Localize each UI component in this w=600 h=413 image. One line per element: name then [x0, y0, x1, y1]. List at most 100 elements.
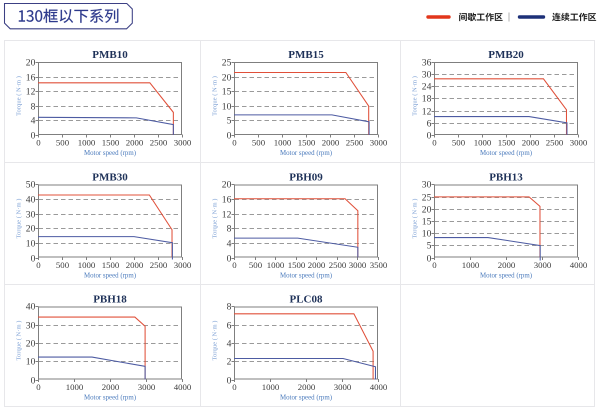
svg-text:500: 500 — [252, 137, 266, 147]
svg-text:2000: 2000 — [126, 137, 144, 147]
svg-text:1000: 1000 — [474, 137, 492, 147]
svg-text:2500: 2500 — [546, 137, 564, 147]
svg-text:Motor speed (rpm): Motor speed (rpm) — [84, 150, 136, 157]
svg-text:1500: 1500 — [298, 137, 316, 147]
svg-text:8: 8 — [31, 102, 36, 113]
svg-text:2500: 2500 — [329, 260, 347, 270]
svg-text:1000: 1000 — [78, 260, 96, 270]
svg-text:3000: 3000 — [534, 260, 552, 270]
svg-text:8: 8 — [227, 302, 232, 313]
svg-text:1500: 1500 — [498, 137, 516, 147]
svg-text:4: 4 — [227, 339, 232, 350]
svg-text:12: 12 — [26, 87, 36, 98]
svg-text:4000: 4000 — [174, 382, 192, 392]
svg-text:PMB15: PMB15 — [288, 49, 324, 61]
svg-text:18: 18 — [422, 94, 432, 105]
svg-text:Torque ( N·m ): Torque ( N·m ) — [16, 76, 23, 116]
svg-text:0: 0 — [432, 137, 437, 147]
svg-text:3000: 3000 — [138, 382, 156, 392]
svg-text:Torque ( N·m ): Torque ( N·m ) — [412, 198, 419, 238]
svg-text:1000: 1000 — [78, 137, 96, 147]
svg-text:PMB20: PMB20 — [488, 49, 524, 61]
svg-text:4: 4 — [227, 239, 232, 250]
svg-text:12: 12 — [222, 210, 232, 221]
svg-text:20: 20 — [222, 73, 232, 84]
svg-text:24: 24 — [422, 82, 432, 93]
svg-text:Torque ( N·m ): Torque ( N·m ) — [212, 76, 219, 116]
svg-text:20: 20 — [26, 58, 36, 69]
svg-text:40: 40 — [26, 195, 36, 206]
svg-text:2500: 2500 — [346, 137, 364, 147]
svg-text:1000: 1000 — [274, 137, 292, 147]
svg-text:16: 16 — [26, 73, 36, 84]
svg-text:Torque ( N·m ): Torque ( N·m ) — [16, 198, 23, 238]
svg-text:1500: 1500 — [102, 137, 120, 147]
svg-text:8: 8 — [227, 224, 232, 235]
svg-text:1000: 1000 — [462, 260, 480, 270]
svg-text:3000: 3000 — [174, 260, 192, 270]
svg-text:1000: 1000 — [267, 260, 285, 270]
svg-text:16: 16 — [222, 195, 232, 206]
svg-text:PBH09: PBH09 — [289, 172, 323, 184]
svg-text:2500: 2500 — [150, 260, 168, 270]
svg-text:1000: 1000 — [66, 382, 84, 392]
svg-text:PMB10: PMB10 — [92, 49, 128, 61]
svg-text:30: 30 — [26, 210, 36, 221]
svg-text:30: 30 — [422, 70, 432, 81]
svg-text:0: 0 — [227, 254, 232, 265]
svg-text:4000: 4000 — [370, 382, 388, 392]
svg-text:Motor speed (rpm): Motor speed (rpm) — [84, 395, 136, 402]
svg-text:0: 0 — [432, 260, 437, 270]
svg-text:10: 10 — [26, 357, 36, 368]
svg-text:50: 50 — [26, 180, 36, 191]
svg-text:25: 25 — [422, 193, 432, 204]
svg-text:3000: 3000 — [570, 137, 588, 147]
svg-text:2000: 2000 — [102, 382, 120, 392]
svg-text:Torque ( N·m ): Torque ( N·m ) — [16, 320, 23, 360]
svg-text:Torque ( N·m ): Torque ( N·m ) — [212, 198, 219, 238]
svg-text:PBH13: PBH13 — [489, 172, 523, 184]
svg-text:2000: 2000 — [298, 382, 316, 392]
svg-text:1000: 1000 — [262, 382, 280, 392]
svg-text:15: 15 — [222, 87, 232, 98]
svg-text:20: 20 — [222, 180, 232, 191]
svg-text:PMB30: PMB30 — [92, 172, 128, 184]
svg-text:4000: 4000 — [570, 260, 588, 270]
svg-text:Torque ( N·m ): Torque ( N·m ) — [212, 320, 219, 360]
svg-text:Motor speed (rpm): Motor speed (rpm) — [280, 395, 332, 402]
svg-text:0: 0 — [427, 131, 432, 142]
svg-text:Motor speed (rpm): Motor speed (rpm) — [280, 150, 332, 157]
svg-text:Motor speed (rpm): Motor speed (rpm) — [480, 273, 532, 280]
svg-text:0: 0 — [36, 137, 41, 147]
svg-text:0: 0 — [36, 260, 41, 270]
svg-text:4: 4 — [31, 116, 36, 127]
svg-text:Torque ( N·m ): Torque ( N·m ) — [412, 76, 419, 116]
svg-text:2000: 2000 — [126, 260, 144, 270]
svg-text:3000: 3000 — [334, 382, 352, 392]
svg-text:Motor speed (rpm): Motor speed (rpm) — [480, 150, 532, 157]
svg-text:0: 0 — [31, 376, 36, 387]
svg-text:6: 6 — [227, 321, 232, 332]
svg-text:2000: 2000 — [308, 260, 326, 270]
svg-text:3500: 3500 — [370, 260, 388, 270]
svg-text:5: 5 — [227, 116, 232, 127]
svg-text:20: 20 — [26, 224, 36, 235]
svg-text:Motor speed (rpm): Motor speed (rpm) — [280, 273, 332, 280]
svg-text:500: 500 — [249, 260, 263, 270]
svg-text:2000: 2000 — [522, 137, 540, 147]
svg-text:PLC08: PLC08 — [290, 294, 324, 306]
svg-text:15: 15 — [422, 217, 432, 228]
svg-text:25: 25 — [222, 58, 232, 69]
svg-text:0: 0 — [31, 131, 36, 142]
svg-text:2000: 2000 — [322, 137, 340, 147]
svg-text:5: 5 — [427, 241, 432, 252]
svg-text:0: 0 — [232, 260, 237, 270]
svg-text:20: 20 — [26, 339, 36, 350]
svg-text:1500: 1500 — [102, 260, 120, 270]
svg-text:3000: 3000 — [370, 137, 388, 147]
svg-text:0: 0 — [232, 382, 237, 392]
svg-text:10: 10 — [222, 102, 232, 113]
svg-text:500: 500 — [452, 137, 466, 147]
svg-text:12: 12 — [422, 107, 432, 118]
svg-text:Motor speed (rpm): Motor speed (rpm) — [84, 273, 136, 280]
